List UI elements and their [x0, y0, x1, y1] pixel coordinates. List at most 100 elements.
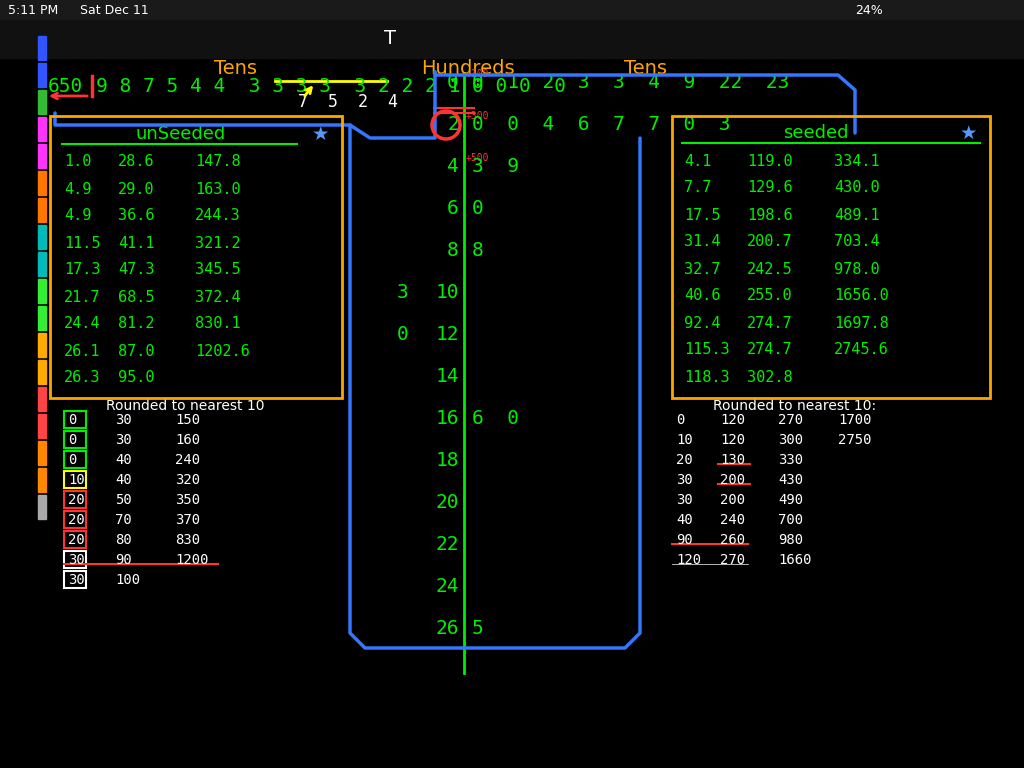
Text: 0: 0	[68, 453, 77, 467]
Bar	[63, 531, 86, 548]
Text: 242.5: 242.5	[746, 261, 793, 276]
Text: 40: 40	[115, 473, 132, 487]
Text: 2: 2	[447, 115, 459, 134]
Text: 274.7: 274.7	[746, 343, 793, 357]
Text: 1200: 1200	[175, 553, 209, 567]
Text: 26.3: 26.3	[63, 370, 100, 386]
Bar	[63, 571, 86, 588]
Bar	[38, 414, 46, 438]
Text: 430.0: 430.0	[834, 180, 880, 196]
Text: 11.5: 11.5	[63, 236, 100, 250]
Text: 17.5: 17.5	[684, 207, 721, 223]
Text: 300: 300	[778, 433, 803, 447]
Bar	[38, 360, 46, 384]
Text: 240: 240	[720, 513, 745, 527]
Bar	[63, 511, 86, 528]
Text: 115.3: 115.3	[684, 343, 730, 357]
Text: seeded: seeded	[783, 124, 849, 142]
Text: 1202.6: 1202.6	[195, 343, 250, 359]
Text: 150: 150	[175, 413, 200, 427]
Text: 14: 14	[435, 368, 459, 386]
Text: 30: 30	[115, 433, 132, 447]
Bar	[0, 20, 1024, 58]
Text: 120: 120	[720, 413, 745, 427]
Text: 90: 90	[676, 533, 693, 547]
Bar	[38, 36, 46, 60]
Text: 21.7: 21.7	[63, 290, 100, 304]
Text: 17.3: 17.3	[63, 263, 100, 277]
Text: 16: 16	[435, 409, 459, 429]
Text: 5:11 PM: 5:11 PM	[8, 5, 58, 18]
Text: unSeeded: unSeeded	[136, 125, 226, 143]
Text: 830.1: 830.1	[195, 316, 241, 332]
Text: 20: 20	[68, 513, 85, 527]
Text: 26: 26	[435, 620, 459, 638]
Text: 68.5: 68.5	[118, 290, 155, 304]
Text: 200: 200	[720, 473, 745, 487]
Bar	[38, 252, 46, 276]
Text: 1700: 1700	[838, 413, 871, 427]
Text: 980: 980	[778, 533, 803, 547]
Text: T: T	[384, 29, 396, 48]
Text: 26.1: 26.1	[63, 343, 100, 359]
Text: 430: 430	[778, 473, 803, 487]
Text: 650: 650	[48, 77, 83, 95]
Text: 700: 700	[778, 513, 803, 527]
Bar	[38, 225, 46, 249]
Text: 1.0: 1.0	[63, 154, 91, 170]
Text: 270: 270	[778, 413, 803, 427]
Text: 40: 40	[115, 453, 132, 467]
Text: 0: 0	[397, 326, 409, 345]
Text: 29.0: 29.0	[118, 181, 155, 197]
Text: 255.0: 255.0	[746, 289, 793, 303]
Text: 830: 830	[175, 533, 200, 547]
Bar	[38, 306, 46, 330]
Text: 978.0: 978.0	[834, 261, 880, 276]
Text: 119.0: 119.0	[746, 154, 793, 168]
Text: 5: 5	[472, 620, 483, 638]
Text: 4.9: 4.9	[63, 181, 91, 197]
Text: 20: 20	[676, 453, 693, 467]
Text: 0  0  4  6  7  7  0  3: 0 0 4 6 7 7 0 3	[472, 115, 730, 134]
Text: 4.9: 4.9	[63, 208, 91, 223]
Text: 703.4: 703.4	[834, 234, 880, 250]
Text: 200: 200	[720, 493, 745, 507]
Text: 350: 350	[175, 493, 200, 507]
Text: 129.6: 129.6	[746, 180, 793, 196]
Bar	[63, 451, 86, 468]
Text: 1656.0: 1656.0	[834, 289, 889, 303]
Text: 10: 10	[676, 433, 693, 447]
Text: 22: 22	[435, 535, 459, 554]
Text: 70: 70	[115, 513, 132, 527]
Text: 370: 370	[175, 513, 200, 527]
Text: +100: +100	[466, 69, 489, 79]
Text: 24: 24	[435, 578, 459, 597]
Text: 30: 30	[676, 493, 693, 507]
Text: 489.1: 489.1	[834, 207, 880, 223]
Text: 41.1: 41.1	[118, 236, 155, 250]
Text: 87.0: 87.0	[118, 343, 155, 359]
Text: 31.4: 31.4	[684, 234, 721, 250]
Text: 7  5  2  4: 7 5 2 4	[298, 93, 398, 111]
Text: 240: 240	[175, 453, 200, 467]
Bar	[38, 117, 46, 141]
Bar	[38, 441, 46, 465]
Text: 0: 0	[676, 413, 684, 427]
Text: Rounded to nearest 10:: Rounded to nearest 10:	[714, 399, 877, 413]
Text: Tens: Tens	[213, 58, 256, 78]
Text: Rounded to nearest 10: Rounded to nearest 10	[105, 399, 264, 413]
Bar	[38, 279, 46, 303]
Text: 28.6: 28.6	[118, 154, 155, 170]
Text: 8: 8	[447, 241, 459, 260]
Bar	[38, 198, 46, 222]
Text: 244.3: 244.3	[195, 208, 241, 223]
Text: +300: +300	[466, 111, 489, 121]
Text: 40.6: 40.6	[684, 289, 721, 303]
Text: Tens: Tens	[624, 58, 667, 78]
Text: 302.8: 302.8	[746, 369, 793, 385]
Text: 3  9: 3 9	[472, 157, 519, 177]
Text: 334.1: 334.1	[834, 154, 880, 168]
Text: 200.7: 200.7	[746, 234, 793, 250]
Text: 100: 100	[115, 573, 140, 587]
Text: 274.7: 274.7	[746, 316, 793, 330]
